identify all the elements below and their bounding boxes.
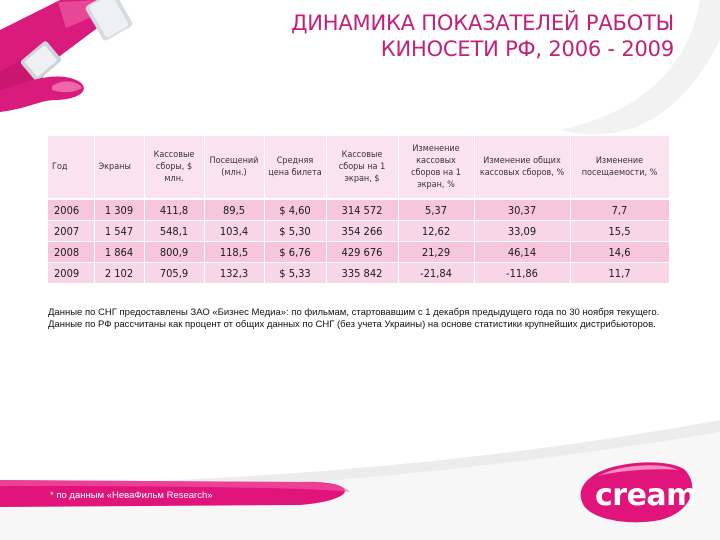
column-header: Посещений (млн.) <box>204 136 265 200</box>
table-cell: 5,37 <box>398 199 475 221</box>
notes-text: Данные по СНГ предоставлены ЗАО «Бизнес … <box>48 307 668 331</box>
table-header-row: Год Экраны Кассовые сборы, $ млн. Посеще… <box>48 136 670 200</box>
column-header: Изменение общих кассовых сборов, % <box>474 136 571 200</box>
table-row: 2007 1 547 548,1 103,4 $ 5,30 354 266 12… <box>48 220 670 242</box>
column-header: Кассовые сборы, $ млн. <box>144 136 205 200</box>
table-cell: 21,29 <box>398 241 475 263</box>
table-cell: -11,86 <box>474 262 571 284</box>
table-cell: 314 572 <box>326 199 399 221</box>
table-cell: 2007 <box>48 220 95 242</box>
source-footnote: * по данным «НеваФильм Research» <box>50 490 213 501</box>
table-row: 2008 1 864 800,9 118,5 $ 6,76 429 676 21… <box>48 241 670 263</box>
table-cell: 11,7 <box>570 262 670 284</box>
column-header: Средняя цена билета <box>264 136 327 200</box>
column-header: Изменение посещаемости, % <box>570 136 670 200</box>
table-cell: $ 5,30 <box>264 220 327 242</box>
table-cell: 354 266 <box>326 220 399 242</box>
table-cell: 118,5 <box>204 241 265 263</box>
table-row: 2009 2 102 705,9 132,3 $ 5,33 335 842 -2… <box>48 262 670 284</box>
table-cell: 103,4 <box>204 220 265 242</box>
table-cell: 46,14 <box>474 241 571 263</box>
table-cell: $ 5,33 <box>264 262 327 284</box>
table-cell: 14,6 <box>570 241 670 263</box>
table-cell: 12,62 <box>398 220 475 242</box>
statistics-table: Год Экраны Кассовые сборы, $ млн. Посеще… <box>48 136 670 284</box>
table-cell: 2006 <box>48 199 95 221</box>
table-cell: 800,9 <box>144 241 205 263</box>
table-cell: 1 547 <box>94 220 145 242</box>
table-cell: 335 842 <box>326 262 399 284</box>
table-cell: 132,3 <box>204 262 265 284</box>
table-cell: 429 676 <box>326 241 399 263</box>
title-line-2: КИНОСЕТИ РФ, 2006 - 2009 <box>380 37 674 61</box>
column-header: Кассовые сборы на 1 экран, $ <box>326 136 399 200</box>
table-cell: 30,37 <box>474 199 571 221</box>
table-cell: 2009 <box>48 262 95 284</box>
page-title: ДИНАМИКА ПОКАЗАТЕЛЕЙ РАБОТЫ КИНОСЕТИ РФ,… <box>204 10 674 62</box>
table-cell: $ 6,76 <box>264 241 327 263</box>
table-cell: -21,84 <box>398 262 475 284</box>
table-cell: 15,5 <box>570 220 670 242</box>
note-paragraph: Данные по СНГ предоставлены ЗАО «Бизнес … <box>48 307 660 318</box>
table-cell: 33,09 <box>474 220 571 242</box>
table-cell: 411,8 <box>144 199 205 221</box>
cream-logo: cream <box>595 478 697 513</box>
table-cell: 1 864 <box>94 241 145 263</box>
table-cell: 705,9 <box>144 262 205 284</box>
table-cell: 2008 <box>48 241 95 263</box>
column-header: Год <box>48 136 95 200</box>
column-header: Изменение кассовых сборов на 1 экран, % <box>398 136 475 200</box>
title-line-1: ДИНАМИКА ПОКАЗАТЕЛЕЙ РАБОТЫ <box>291 11 674 35</box>
table-cell: 89,5 <box>204 199 265 221</box>
table-cell: 548,1 <box>144 220 205 242</box>
table-cell: 7,7 <box>570 199 670 221</box>
table-cell: $ 4,60 <box>264 199 327 221</box>
table-cell: 2 102 <box>94 262 145 284</box>
column-header: Экраны <box>94 136 145 200</box>
note-paragraph: Данные по РФ рассчитаны как процент от о… <box>48 319 656 330</box>
table-row: 2006 1 309 411,8 89,5 $ 4,60 314 572 5,3… <box>48 199 670 221</box>
table-cell: 1 309 <box>94 199 145 221</box>
